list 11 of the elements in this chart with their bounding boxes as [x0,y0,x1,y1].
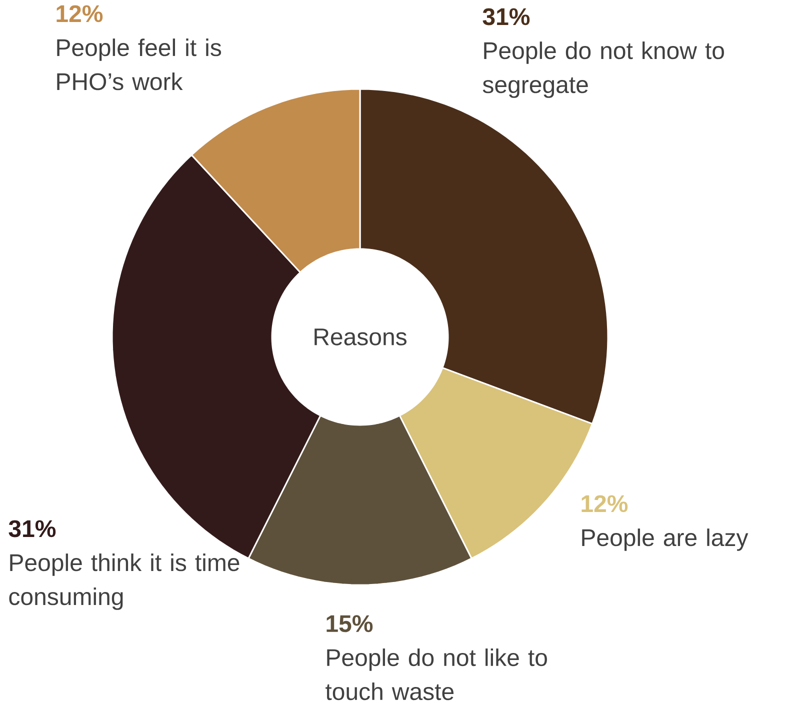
slice-label: People think it is time consuming [9,554,240,610]
data-label: 12% [56,5,103,22]
data-label: 12% [582,495,628,512]
data-label: 31% [8,520,56,538]
slice-label: People feel it is PHO’s work [57,38,222,90]
slice-label: People are lazy [582,528,748,551]
slice-label: People do not know to segregate [482,42,724,98]
data-label: 31% [482,8,530,26]
data-label: 15% [326,615,373,632]
text: Reasons [314,328,406,346]
slice-label: People do not like to touch waste [326,648,547,700]
